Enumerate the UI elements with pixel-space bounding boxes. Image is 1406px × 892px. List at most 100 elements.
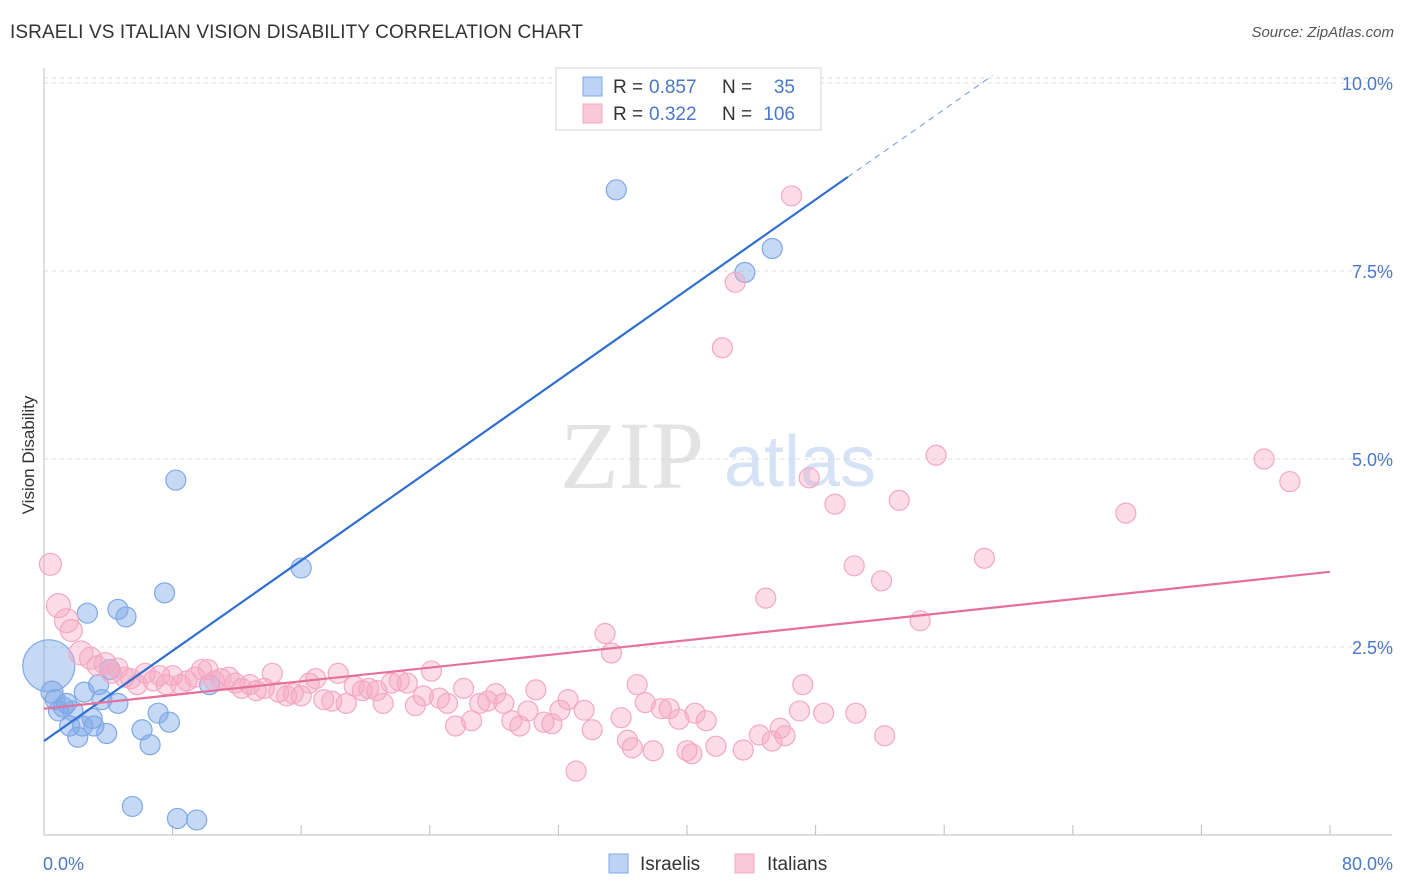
legend-n-label-israelis: N =: [722, 77, 752, 98]
chart-title: ISRAELI VS ITALIAN VISION DISABILITY COR…: [10, 22, 584, 43]
israelis-point-25: [153, 582, 176, 604]
israelis-point-8: [67, 726, 89, 748]
italians-point-0: [38, 552, 63, 576]
israelis-point-20: [115, 606, 137, 628]
israelis-point-32: [605, 179, 627, 201]
italians-point-58: [469, 692, 491, 715]
italians-point-99: [824, 493, 846, 515]
italians-point-110: [874, 725, 896, 747]
legend-n-value-italians: 106: [763, 104, 795, 125]
legend: R = 0.857 N = 35 R = 0.322 N = 106: [555, 67, 822, 131]
tick-labels: 2.5% 5.0% 7.5% 10.0% 0.0% 80.0%: [43, 74, 1393, 874]
italians-point-38: [313, 689, 335, 711]
italians-point-67: [541, 713, 563, 735]
bottom-legend-label-italians: Italians: [767, 854, 827, 875]
source-label: Source: ZipAtlas.com: [1251, 24, 1394, 41]
grid-lines: [44, 77, 1392, 648]
italians-point-97: [798, 467, 820, 489]
watermark-zip: ZIP: [560, 402, 704, 509]
italians-point-56: [452, 677, 475, 699]
italians-point-75: [610, 707, 632, 729]
israelis-point-19: [107, 598, 129, 621]
italians-point-77: [626, 674, 648, 696]
trend-lines: [43, 75, 1331, 742]
legend-r-label-italians: R =: [613, 104, 643, 125]
italians-point-57: [460, 710, 483, 732]
italians-point-47: [380, 672, 402, 694]
legend-n-value-israelis: 35: [774, 77, 795, 98]
italians-point-78: [634, 692, 656, 714]
italians-point-49: [396, 672, 418, 694]
israelis-point-16: [96, 722, 118, 745]
legend-swatch-italians: [582, 103, 603, 124]
y-axis-label: Vision Disability: [19, 395, 38, 514]
italians-point-68: [549, 699, 571, 721]
italians-point-54: [436, 692, 459, 715]
italians-point-64: [517, 700, 539, 722]
italians-point-105: [925, 444, 947, 466]
italians-trend-line: [43, 570, 1331, 710]
israelis-point-27: [165, 469, 187, 491]
italians-point-86: [705, 735, 727, 757]
bottom-legend-label-israelis: Israelis: [640, 854, 700, 875]
italians-point-98: [813, 702, 835, 724]
israelis-point-28: [166, 807, 189, 830]
italians-point-95: [788, 700, 811, 722]
italians-point-85: [695, 710, 717, 732]
legend-r-label-israelis: R =: [613, 77, 643, 98]
watermark: ZIP atlas: [560, 402, 876, 509]
italians-point-109: [1279, 470, 1301, 493]
israelis-point-13: [83, 715, 105, 737]
legend-r-value-italians: 0.322: [649, 104, 697, 125]
israelis-point-26: [158, 711, 180, 733]
legend-r-value-israelis: 0.857: [649, 77, 697, 98]
y-tick-label-2: 7.5%: [1352, 262, 1393, 282]
italians-point-102: [870, 570, 893, 592]
axes: [43, 68, 1392, 836]
italians-point-46: [372, 692, 394, 715]
italians-point-91: [755, 587, 777, 609]
israelis-trend-extension: [847, 75, 993, 178]
italians-point-82: [668, 708, 690, 730]
italians-point-88: [724, 271, 746, 293]
italians-point-51: [412, 685, 434, 707]
y-tick-label-3: 10.0%: [1342, 74, 1393, 94]
bottom-legend: Israelis Italians: [608, 853, 827, 875]
y-tick-label-0: 2.5%: [1352, 638, 1393, 658]
italians-point-40: [327, 662, 349, 684]
italians-point-94: [780, 185, 803, 207]
israelis-point-24: [147, 702, 169, 724]
italians-point-35: [290, 685, 312, 707]
y-tick-label-1: 5.0%: [1352, 450, 1393, 470]
italians-point-1: [45, 593, 72, 619]
italians-point-79: [642, 740, 664, 762]
italians-point-112: [621, 737, 643, 759]
italians-point-96: [792, 674, 814, 696]
israelis-point-11: [76, 602, 99, 624]
legend-swatch-israelis: [582, 76, 603, 97]
italians-point-89: [732, 739, 754, 761]
legend-n-label-italians: N =: [722, 104, 752, 125]
italians-point-103: [888, 489, 910, 511]
italians-point-61: [493, 692, 515, 715]
italians-point-92: [761, 730, 783, 752]
italians-point-107: [1115, 502, 1137, 524]
italians-point-100: [843, 555, 865, 577]
israelis-point-23: [139, 734, 161, 756]
italians-point-55: [444, 715, 467, 737]
israelis-point-21: [121, 795, 144, 818]
watermark-atlas: atlas: [724, 422, 876, 502]
italians-point-41: [335, 692, 357, 715]
israelis-point-34: [761, 237, 783, 260]
israelis-point-29: [186, 809, 208, 831]
italians-point-34: [282, 683, 304, 705]
italians-point-44: [358, 677, 380, 699]
italians-point-73: [594, 622, 616, 645]
israelis-trend-line: [43, 176, 849, 742]
italians-point-106: [973, 547, 995, 569]
bottom-legend-swatch-italians: [734, 853, 755, 874]
italians-point-65: [525, 679, 547, 701]
italians-point-59: [477, 690, 499, 712]
italians-point-66: [533, 711, 555, 733]
italians-point-111: [681, 743, 703, 765]
